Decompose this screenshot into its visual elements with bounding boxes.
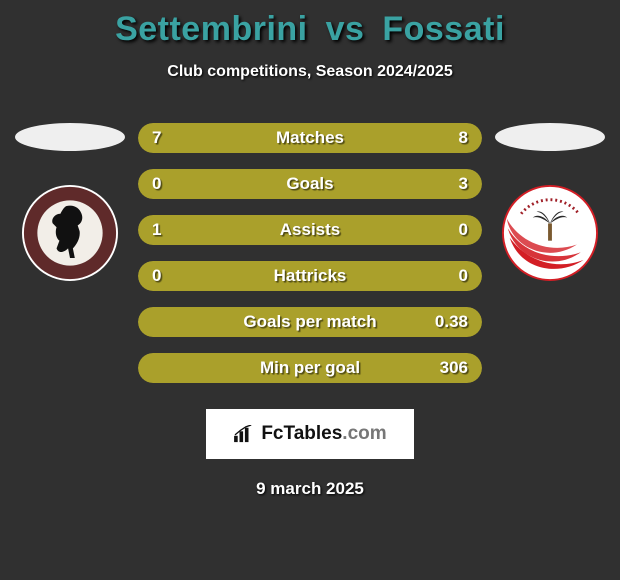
title-vs: vs bbox=[326, 10, 365, 48]
body-row: Matches78Goals03Assists10Hattricks00Goal… bbox=[0, 123, 620, 399]
arezzo-badge-icon bbox=[22, 185, 118, 281]
brand-box: FcTables.com bbox=[206, 409, 414, 459]
stat-row: Min per goal 306 bbox=[138, 353, 482, 383]
player2-name-oval bbox=[495, 123, 605, 151]
brand-text: FcTables.com bbox=[261, 423, 386, 445]
comparison-card: Settembrini vs Fossati Club competitions… bbox=[0, 0, 620, 580]
club-badge-right bbox=[502, 185, 598, 281]
stat-label: Min per goal bbox=[260, 358, 360, 378]
brand-name: FcTables bbox=[261, 423, 342, 444]
left-column bbox=[8, 123, 132, 281]
right-column bbox=[488, 123, 612, 281]
stat-value-right: 306 bbox=[440, 358, 468, 378]
brand-bars-icon bbox=[233, 425, 255, 443]
stat-label: Hattricks bbox=[274, 266, 347, 286]
stat-row: Matches 7 8 bbox=[138, 123, 482, 153]
title-player2: Fossati bbox=[382, 10, 505, 48]
stat-row: Goals per match 0.38 bbox=[138, 307, 482, 337]
page-title: Settembrini vs Fossati bbox=[0, 0, 620, 49]
club-badge-left bbox=[22, 185, 118, 281]
stat-value-left: 0 bbox=[152, 266, 161, 286]
stat-value-right: 0 bbox=[459, 220, 468, 240]
stat-label: Goals bbox=[286, 174, 333, 194]
stat-value-right: 0 bbox=[459, 266, 468, 286]
stat-row: Hattricks 0 0 bbox=[138, 261, 482, 291]
stat-value-right: 0.38 bbox=[435, 312, 468, 332]
stat-row: Assists 1 0 bbox=[138, 215, 482, 245]
stat-value-left: 7 bbox=[152, 128, 161, 148]
stat-value-right: 3 bbox=[459, 174, 468, 194]
date-line: 9 march 2025 bbox=[0, 479, 620, 499]
stat-row: Goals 0 3 bbox=[138, 169, 482, 199]
stat-value-left: 1 bbox=[152, 220, 161, 240]
stat-value-left: 0 bbox=[152, 174, 161, 194]
subtitle: Club competitions, Season 2024/2025 bbox=[0, 63, 620, 81]
brand-domain: .com bbox=[342, 423, 386, 444]
carpi-badge-icon bbox=[502, 185, 598, 281]
stat-label: Assists bbox=[280, 220, 340, 240]
stat-label: Goals per match bbox=[243, 312, 376, 332]
stat-value-right: 8 bbox=[459, 128, 468, 148]
stats-column: Matches78Goals03Assists10Hattricks00Goal… bbox=[132, 123, 488, 399]
stat-label: Matches bbox=[276, 128, 344, 148]
player1-name-oval bbox=[15, 123, 125, 151]
title-player1: Settembrini bbox=[115, 10, 308, 48]
